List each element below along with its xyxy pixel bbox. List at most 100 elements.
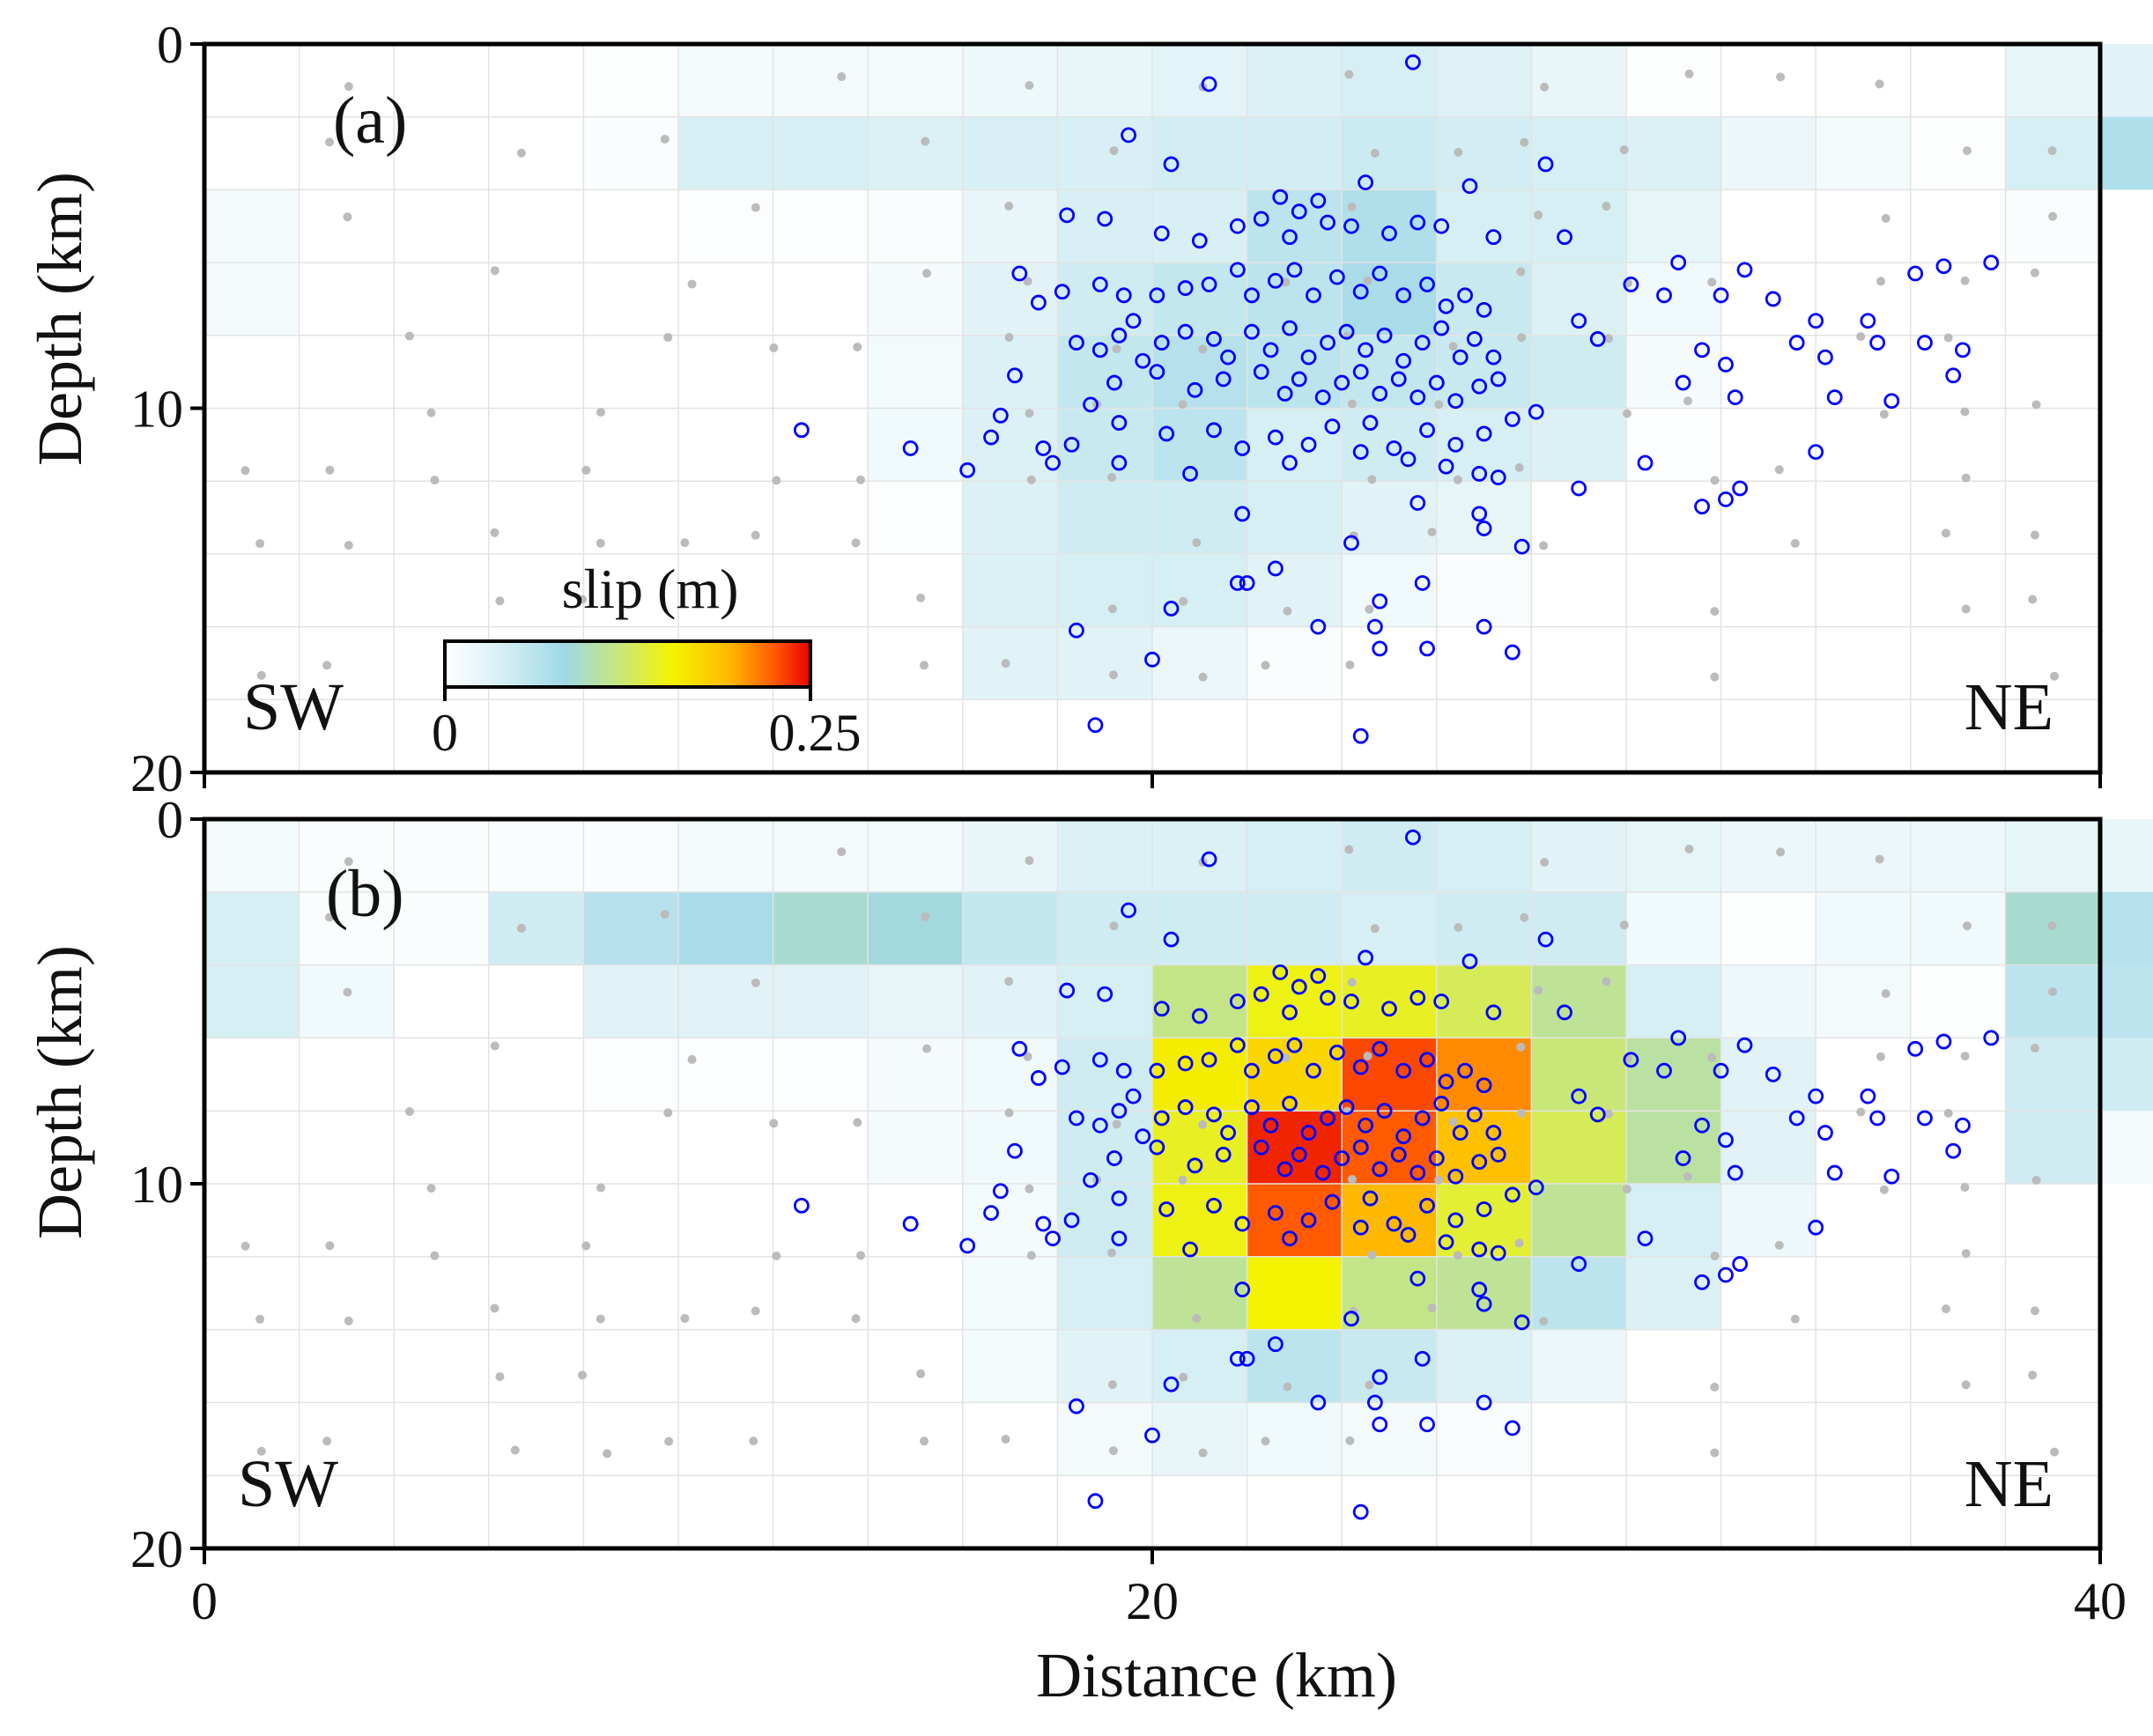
hypocenter (1381, 225, 1397, 241)
grid-point (1961, 1380, 1971, 1390)
grid-point (255, 539, 265, 549)
slip-patch (204, 1402, 300, 1476)
slip-patch (868, 699, 964, 773)
grid-point (1684, 69, 1694, 78)
hypocenter (1091, 342, 1108, 358)
slip-patch (1152, 1402, 1248, 1476)
slip-patch (1816, 819, 1912, 893)
hypocenter (1007, 367, 1023, 384)
hypocenter (1414, 335, 1431, 351)
slip-patch (1910, 408, 2006, 482)
hypocenter (1310, 618, 1327, 635)
grid-point (851, 538, 861, 548)
hypocenter (1571, 480, 1587, 497)
slip-patch (1720, 699, 1816, 773)
hypocenter (1826, 1164, 1843, 1181)
hypocenter (793, 1197, 810, 1214)
hypocenters-b (793, 829, 2000, 1520)
grid-point (256, 670, 266, 680)
grid-point (919, 661, 929, 670)
hypocenter (1177, 1099, 1194, 1115)
hypocenter (1372, 593, 1388, 609)
slip-patch (204, 626, 300, 700)
grid-point (1261, 1437, 1270, 1446)
grid-point (2047, 921, 2057, 931)
hypocenter (1187, 1157, 1203, 1174)
slip-patch (394, 1256, 490, 1331)
grid-point (1539, 541, 1549, 550)
grid-point (663, 1108, 673, 1118)
hypocenter (1253, 1139, 1269, 1156)
hypocenter (1485, 229, 1502, 246)
hypocenter (1220, 1125, 1236, 1141)
hypocenter (1623, 1052, 1639, 1068)
direction-label-ne-a: NE (1964, 670, 2053, 744)
slip-patch (583, 891, 679, 966)
slip-patch (1247, 699, 1343, 773)
hypocenter (1571, 1256, 1587, 1272)
hypocenter (1694, 499, 1710, 515)
slip-patch (868, 1475, 964, 1549)
hypocenter (1376, 327, 1393, 344)
slip-patch (1910, 819, 2006, 893)
slip-patch (2005, 1329, 2101, 1403)
grid-point (1434, 1175, 1444, 1185)
hypocenter (1395, 1062, 1412, 1079)
grid-point (603, 1449, 612, 1459)
slip-patch (1152, 408, 1248, 482)
grid-point (1434, 400, 1444, 410)
grid-point (1960, 1183, 1970, 1193)
slip-patch (394, 553, 490, 628)
hypocenter (1788, 335, 1805, 351)
slip-patch (488, 44, 584, 118)
slip-patch (1531, 626, 1627, 700)
slip-patch (1720, 116, 1816, 190)
slip-patch (394, 699, 490, 773)
hypocenter (1153, 225, 1170, 241)
grid-point (1619, 920, 1629, 930)
slip-patch (299, 1184, 395, 1258)
grid-point (1540, 857, 1550, 867)
hypocenter (1125, 313, 1142, 329)
slip-patch (1342, 262, 1438, 336)
slip-patch (1247, 553, 1343, 628)
hypocenter (959, 462, 976, 478)
slip-patch (394, 1184, 490, 1258)
hypocenter (1306, 287, 1321, 304)
hypocenter (1788, 1110, 1805, 1127)
grid-point (853, 342, 862, 351)
grid-point (1109, 921, 1119, 931)
slip-patch (1057, 553, 1153, 628)
hypocenter (1528, 1179, 1544, 1196)
hypocenter (1069, 622, 1084, 639)
grid-point (1198, 344, 1208, 354)
slip-patch (204, 262, 300, 336)
grid-point (1875, 854, 1884, 864)
hypocenter (1817, 1125, 1833, 1141)
hypocenter (1409, 1164, 1426, 1181)
hypocenter (1011, 265, 1028, 282)
slip-patch (204, 1038, 300, 1112)
grid-point (322, 1437, 332, 1446)
slip-patch (583, 1111, 679, 1185)
hypocenter (1253, 211, 1269, 227)
slip-patch (299, 408, 395, 482)
hypocenter (1718, 356, 1734, 373)
hypocenter (1637, 1230, 1654, 1246)
hypocenter (1267, 429, 1284, 446)
grid-point (1281, 277, 1291, 287)
hypocenter (1338, 323, 1355, 340)
slip-patch (583, 44, 679, 118)
hypocenter (1471, 506, 1488, 522)
hypocenter (1490, 469, 1506, 485)
grid-point (343, 212, 352, 222)
slip-patch (868, 891, 964, 966)
slip-patch (1152, 626, 1248, 700)
grid-point (663, 333, 673, 343)
colorbar-min-label: 0 (432, 704, 458, 762)
grid-point (1026, 1251, 1036, 1260)
grid-point (1023, 1052, 1032, 1061)
hypocenter (1917, 1110, 1933, 1127)
slip-patch (583, 116, 679, 190)
slip-patch (2100, 699, 2153, 773)
